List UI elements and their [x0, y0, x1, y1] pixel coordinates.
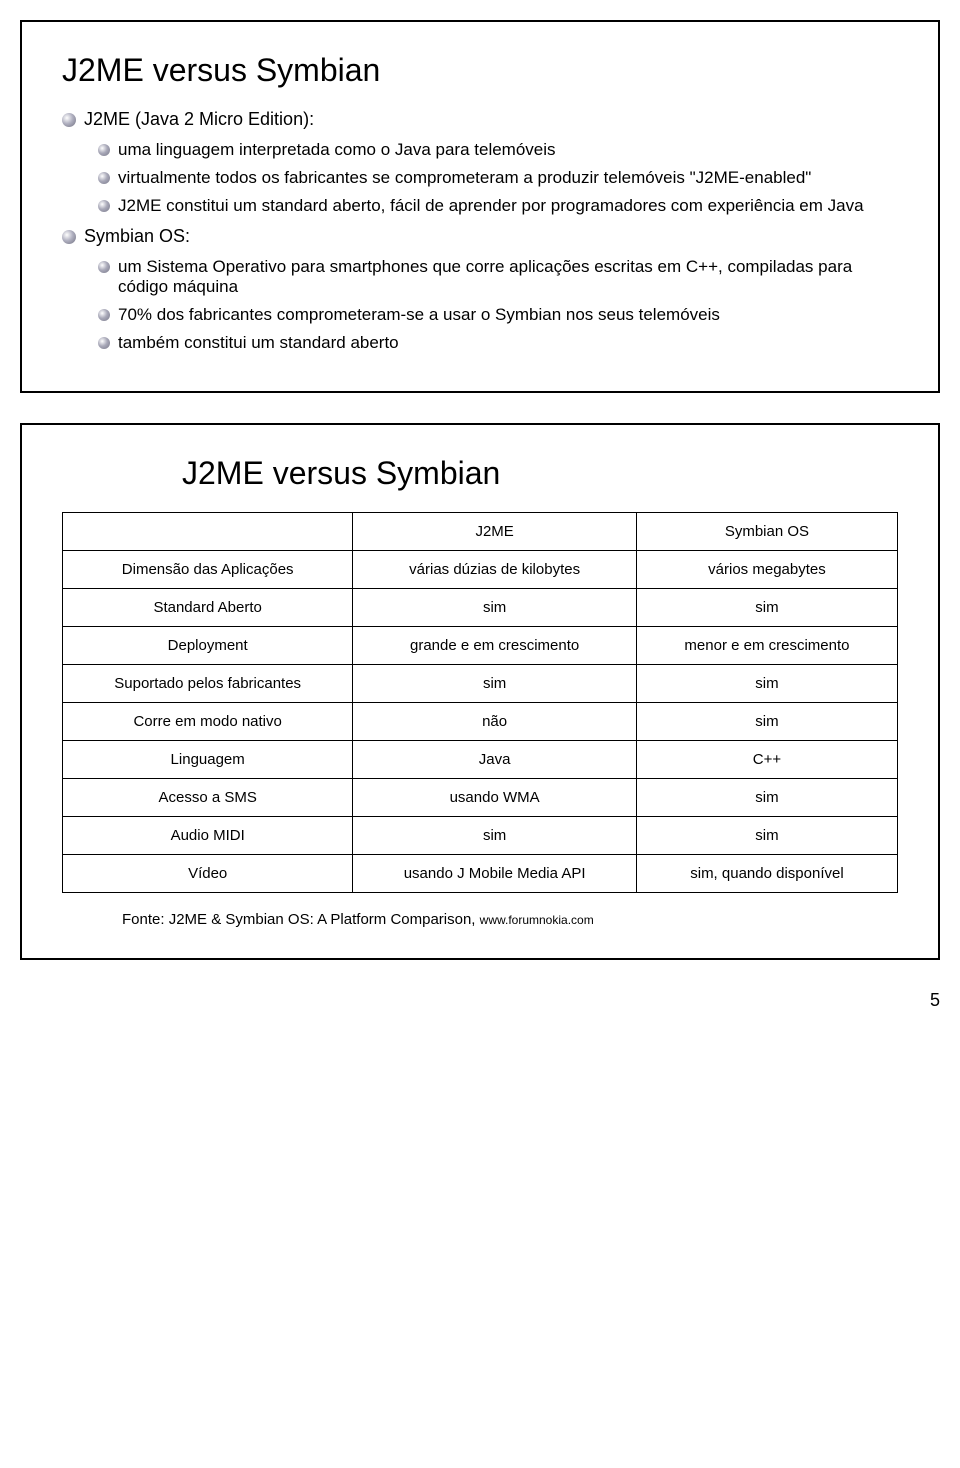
table-row: Corre em modo nativo não sim: [63, 703, 898, 741]
table-header-row: J2ME Symbian OS: [63, 513, 898, 551]
table-row: Standard Aberto sim sim: [63, 589, 898, 627]
table-row: Deployment grande e em crescimento menor…: [63, 627, 898, 665]
table-row: Linguagem Java C++: [63, 741, 898, 779]
cell: grande e em crescimento: [353, 627, 637, 665]
table-row: Dimensão das Aplicações várias dúzias de…: [63, 551, 898, 589]
source-url: www.forumnokia.com: [480, 913, 594, 927]
source-prefix: Fonte: J2ME & Symbian OS: A Platform Com…: [122, 911, 480, 928]
cell: Audio MIDI: [63, 817, 353, 855]
cell: sim: [353, 665, 637, 703]
symbian-bullet-3: também constitui um standard aberto: [98, 333, 898, 353]
col-symbian: Symbian OS: [636, 513, 897, 551]
cell: usando WMA: [353, 779, 637, 817]
table-row: Acesso a SMS usando WMA sim: [63, 779, 898, 817]
cell: Acesso a SMS: [63, 779, 353, 817]
j2me-heading: J2ME (Java 2 Micro Edition):: [62, 109, 898, 130]
slide-2: J2ME versus Symbian J2ME Symbian OS Dime…: [20, 423, 940, 960]
table-row: Audio MIDI sim sim: [63, 817, 898, 855]
cell: sim: [353, 589, 637, 627]
cell: sim: [636, 589, 897, 627]
j2me-bullet-1: uma linguagem interpretada como o Java p…: [98, 140, 898, 160]
cell: sim: [636, 779, 897, 817]
cell: Deployment: [63, 627, 353, 665]
cell: Suportado pelos fabricantes: [63, 665, 353, 703]
cell: menor e em crescimento: [636, 627, 897, 665]
page-number: 5: [20, 990, 940, 1011]
cell: sim: [353, 817, 637, 855]
source-citation: Fonte: J2ME & Symbian OS: A Platform Com…: [122, 911, 898, 928]
cell: sim, quando disponível: [636, 855, 897, 893]
j2me-bullet-2: virtualmente todos os fabricantes se com…: [98, 168, 898, 188]
symbian-heading: Symbian OS:: [62, 226, 898, 247]
cell: Linguagem: [63, 741, 353, 779]
slide1-title: J2ME versus Symbian: [62, 52, 898, 89]
cell: vários megabytes: [636, 551, 897, 589]
col-j2me: J2ME: [353, 513, 637, 551]
symbian-bullet-1: um Sistema Operativo para smartphones qu…: [98, 257, 898, 297]
cell: Standard Aberto: [63, 589, 353, 627]
cell: sim: [636, 665, 897, 703]
table-body: Dimensão das Aplicações várias dúzias de…: [63, 551, 898, 893]
slide2-title: J2ME versus Symbian: [182, 455, 898, 492]
cell: sim: [636, 703, 897, 741]
cell: Dimensão das Aplicações: [63, 551, 353, 589]
cell: Java: [353, 741, 637, 779]
cell: Vídeo: [63, 855, 353, 893]
comparison-table: J2ME Symbian OS Dimensão das Aplicações …: [62, 512, 898, 893]
symbian-bullet-2: 70% dos fabricantes comprometeram-se a u…: [98, 305, 898, 325]
cell: C++: [636, 741, 897, 779]
table-row: Suportado pelos fabricantes sim sim: [63, 665, 898, 703]
cell: não: [353, 703, 637, 741]
col-blank: [63, 513, 353, 551]
cell: usando J Mobile Media API: [353, 855, 637, 893]
cell: várias dúzias de kilobytes: [353, 551, 637, 589]
j2me-bullet-3: J2ME constitui um standard aberto, fácil…: [98, 196, 898, 216]
table-row: Vídeo usando J Mobile Media API sim, qua…: [63, 855, 898, 893]
cell: Corre em modo nativo: [63, 703, 353, 741]
cell: sim: [636, 817, 897, 855]
slide-1: J2ME versus Symbian J2ME (Java 2 Micro E…: [20, 20, 940, 393]
